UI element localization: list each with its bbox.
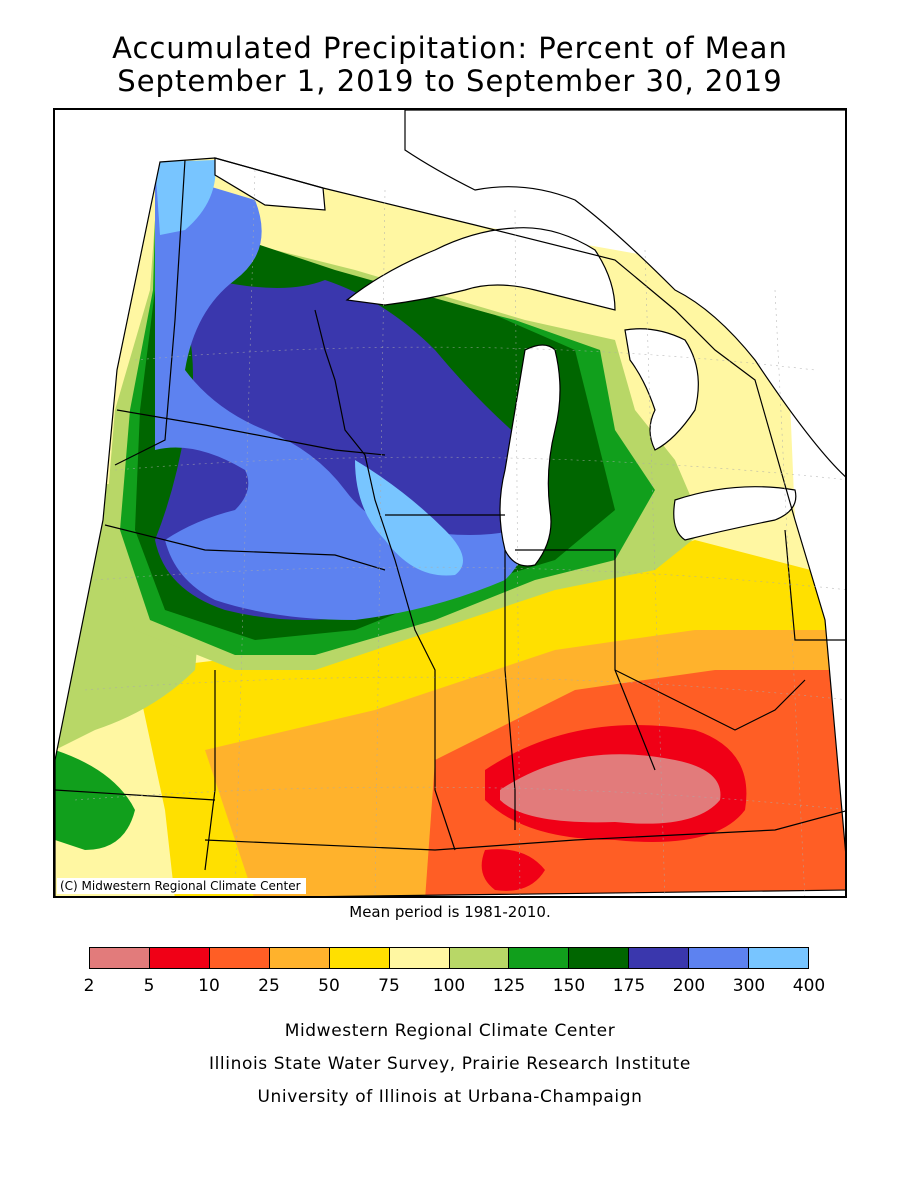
legend-swatch-10-25 [209, 948, 270, 968]
legend-swatch-200-300 [689, 948, 750, 968]
legend-tick-175: 175 [612, 976, 646, 996]
state-line-ohio-river [614, 669, 806, 731]
legend-tick-10: 10 [198, 976, 220, 996]
zone-300-400-north [155, 160, 216, 235]
state-line-nd-mn [114, 159, 186, 466]
legend-tick-labels: 2 5 10 25 50 75 100 125 150 175 200 300 400 [84, 976, 826, 996]
credit-line-3: University of Illinois at Urbana-Champai… [257, 1087, 643, 1107]
great-lakes [214, 110, 845, 567]
state-line-il-in [504, 550, 516, 830]
zone-2-5 [500, 754, 721, 824]
grid-line-lat-3 [74, 786, 845, 810]
state-line-ks-ne [55, 789, 216, 801]
legend-swatch-100-125 [449, 948, 510, 968]
legend-swatch-2-5 [90, 948, 150, 968]
state-line-in-oh [515, 549, 656, 771]
legend-swatch-150-175 [569, 948, 630, 968]
legend-tick-300: 300 [732, 976, 766, 996]
legend-tick-75: 75 [378, 976, 400, 996]
map-svg [55, 110, 845, 896]
grid-line-lat-5 [134, 346, 816, 371]
northern-water-area [404, 110, 845, 478]
legend-swatch-5-10 [149, 948, 210, 968]
state-line-sd-nd [116, 409, 386, 456]
lake-superior [345, 227, 616, 311]
zone-300-400-central [355, 460, 463, 576]
lake-michigan [499, 344, 561, 567]
grid-line-lon-2 [374, 189, 386, 896]
legend-tick-50: 50 [318, 976, 340, 996]
zone-5-10-south [481, 849, 545, 891]
legend-tick-25: 25 [258, 976, 280, 996]
legend-tick-100: 100 [432, 976, 466, 996]
legend-tick-5: 5 [143, 976, 155, 996]
state-line-southern [204, 810, 845, 851]
legend-swatch-50-75 [329, 948, 390, 968]
zone-200-300 [155, 170, 523, 620]
legend-swatch-25-50 [269, 948, 330, 968]
zone-125-150-southwest [55, 750, 135, 850]
mean-period-note: Mean period is 1981-2010. [349, 903, 551, 921]
grid-line-lat-1 [94, 566, 845, 590]
state-line-ne-ia [104, 524, 386, 571]
map-title-line2: September 1, 2019 to September 30, 2019 [117, 64, 783, 98]
lake-huron [624, 328, 699, 451]
grid-line-lon-1 [234, 169, 256, 896]
legend-tick-200: 200 [672, 976, 706, 996]
mississippi-river-line [314, 309, 456, 851]
lake-erie [673, 486, 797, 541]
legend-tick-125: 125 [492, 976, 526, 996]
legend-swatch-175-200 [629, 948, 690, 968]
legend-tick-150: 150 [552, 976, 586, 996]
boundaries [55, 157, 845, 896]
legend-tick-400: 400 [792, 976, 826, 996]
legend-tick-2: 2 [83, 976, 95, 996]
map-copyright: (C) Midwestern Regional Climate Center [57, 878, 306, 894]
map-title-line1: Accumulated Precipitation: Percent of Me… [112, 31, 788, 65]
credit-line-1: Midwestern Regional Climate Center [284, 1021, 616, 1041]
legend-color-bar [89, 947, 809, 969]
grid-line-lat-4 [114, 456, 845, 480]
grid-line-lon-4 [644, 249, 666, 896]
grid-line-lon-3 [514, 209, 521, 896]
credit-line-2: Illinois State Water Survey, Prairie Res… [209, 1054, 691, 1074]
precipitation-map: (C) Midwestern Regional Climate Center [53, 108, 847, 898]
state-line-ks-mo [204, 670, 216, 871]
domain-outline [55, 157, 845, 896]
legend-swatch-300-400 [749, 948, 809, 968]
legend-swatch-75-100 [389, 948, 450, 968]
legend-swatch-125-150 [509, 948, 570, 968]
lat-lon-grid [74, 169, 845, 896]
